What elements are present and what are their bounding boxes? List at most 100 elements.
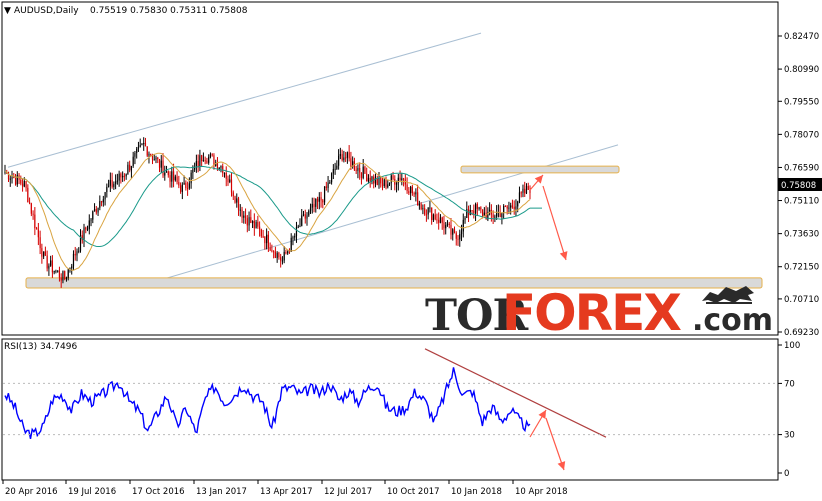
candle-body <box>62 271 64 281</box>
candle-body <box>111 180 113 187</box>
moving-average-layer <box>4 152 542 271</box>
candle-body <box>60 277 62 281</box>
rsi-axis: 100 70 30 0 <box>3 341 800 479</box>
candle-body <box>104 192 106 200</box>
candle-body <box>522 188 524 193</box>
candle-body <box>195 161 197 167</box>
candle-body <box>445 225 447 229</box>
candle-body <box>127 164 129 175</box>
candle-body <box>425 214 428 216</box>
time-tick-label: 10 Apr 2018 <box>515 487 568 497</box>
candle-body <box>520 192 522 194</box>
rsi-panel-frame <box>1 338 779 481</box>
rsi-readout: RSI(13) 34.7496 <box>4 342 77 352</box>
candle-body <box>355 169 357 171</box>
candle-body <box>13 177 15 179</box>
candle-body <box>378 178 380 185</box>
candle-body <box>151 155 154 160</box>
candle-body <box>380 178 382 184</box>
price-tick-label: 0.72150 <box>784 263 819 273</box>
candle-body <box>446 223 449 226</box>
time-tick-label: 17 Oct 2016 <box>132 487 185 497</box>
candle-body <box>439 217 442 223</box>
candle-body <box>209 154 212 158</box>
candle-body <box>457 238 459 240</box>
candle-body <box>392 175 394 179</box>
candle-body <box>499 211 501 218</box>
candle-body <box>116 180 118 182</box>
price-tick-label: 0.82470 <box>784 32 819 42</box>
candle-body <box>83 227 85 241</box>
candle-body <box>518 192 521 202</box>
candle-body <box>20 180 22 184</box>
candle-body <box>413 193 415 195</box>
candle-body <box>395 182 398 185</box>
candle-body <box>343 157 345 161</box>
time-tick-label: 13 Jan 2017 <box>196 487 247 497</box>
candle-body <box>215 162 217 166</box>
candle-body <box>508 207 510 209</box>
menu-chevron-icon[interactable]: ▼ <box>4 6 11 16</box>
rsi-tick-label: 0 <box>784 469 789 479</box>
arrow-line <box>542 185 567 261</box>
price-tick-label: 0.76590 <box>784 163 819 173</box>
candle-body <box>510 205 512 208</box>
candle-body <box>448 223 450 225</box>
arrow-line <box>545 417 565 471</box>
time-tick-label: 20 Apr 2016 <box>5 487 58 497</box>
candle-body <box>404 179 406 185</box>
candle-body <box>158 159 161 168</box>
candle-body <box>78 250 80 252</box>
candle-body <box>81 235 83 241</box>
candle-body <box>244 215 247 219</box>
candle-body <box>257 221 259 227</box>
candle-body <box>367 177 370 182</box>
price-axis: 0.82470 0.80990 0.79550 0.78070 0.76590 0.751… <box>778 32 819 338</box>
candle-body <box>295 227 298 237</box>
candle-body <box>329 182 331 184</box>
candle-body <box>464 217 466 220</box>
candle-body <box>36 228 38 230</box>
candle-body <box>353 161 356 170</box>
candle-body <box>201 155 203 161</box>
candle-body <box>387 184 389 188</box>
candle-body <box>211 154 213 156</box>
candle-body <box>402 178 405 180</box>
candle-body <box>53 270 55 273</box>
candle-body <box>130 165 133 171</box>
candle-body <box>129 164 131 171</box>
candle-body <box>489 209 491 213</box>
candle-body <box>197 161 199 167</box>
candle-body <box>153 159 155 161</box>
time-tick-label: 19 Jul 2016 <box>68 487 116 497</box>
rsi-arrow-down <box>545 417 566 471</box>
candle-body <box>271 250 273 252</box>
candle-body <box>165 171 168 173</box>
candle-body <box>21 183 24 187</box>
candle-body <box>302 214 305 216</box>
candle-body <box>452 229 454 235</box>
candle-body <box>383 179 385 187</box>
candle-body <box>318 197 320 202</box>
candle-body <box>122 175 124 178</box>
candle-body <box>390 175 392 183</box>
symbol-label: AUDUSD,Daily <box>14 6 79 16</box>
candle-body <box>43 251 45 257</box>
candle-body <box>100 201 103 203</box>
moving-average-fast <box>4 152 531 271</box>
candle-body <box>199 155 201 167</box>
candle-body <box>216 162 219 170</box>
price-tick-label: 0.73630 <box>784 230 819 240</box>
candle-body <box>471 210 473 212</box>
candle-body <box>434 214 436 220</box>
candle-body <box>441 217 443 223</box>
candle-body <box>285 251 287 254</box>
candle-body <box>316 198 319 202</box>
candle-body <box>443 222 445 229</box>
candle-body <box>37 229 39 238</box>
candle-body <box>148 153 150 156</box>
candle-body <box>429 207 431 209</box>
candle-body <box>322 200 324 203</box>
